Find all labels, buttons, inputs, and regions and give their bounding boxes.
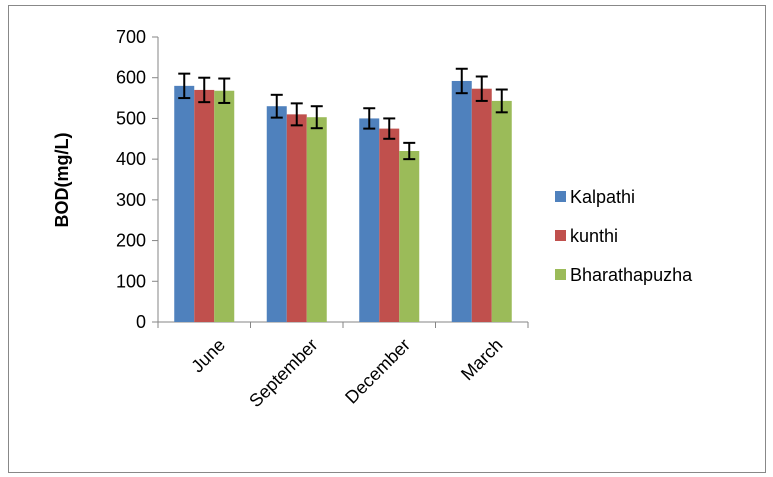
y-tick-label: 400 — [116, 149, 146, 169]
y-tick-label: 100 — [116, 271, 146, 291]
y-axis: 0 100 200 300 400 500 600 700 — [116, 27, 159, 332]
legend-label: Kalpathi — [570, 187, 635, 207]
legend-swatch — [555, 191, 566, 202]
bar — [266, 106, 287, 322]
legend-label: kunthi — [570, 226, 618, 246]
bar — [214, 90, 235, 322]
legend: Kalpathi kunthi Bharathapuzha — [555, 187, 693, 285]
x-tick-label: June — [187, 335, 229, 377]
bars — [174, 80, 512, 323]
bar — [471, 88, 492, 322]
bar — [286, 114, 307, 322]
legend-swatch — [555, 269, 566, 280]
y-axis-title: BOD(mg/L) — [52, 133, 72, 228]
y-tick-label: 0 — [136, 312, 146, 332]
bar — [359, 118, 380, 322]
bar — [379, 128, 400, 322]
bar — [174, 85, 195, 322]
legend-label: Bharathapuzha — [570, 265, 693, 285]
bar — [399, 151, 420, 322]
x-tick-label: September — [245, 335, 321, 411]
bar — [306, 117, 327, 322]
bar — [491, 100, 512, 323]
bar — [194, 89, 215, 322]
x-axis: June September December March — [157, 321, 529, 411]
y-tick-label: 700 — [116, 27, 146, 47]
legend-swatch — [555, 230, 566, 241]
y-tick-label: 600 — [116, 68, 146, 88]
x-tick-label: March — [457, 335, 507, 385]
y-tick-label: 500 — [116, 108, 146, 128]
y-tick-label: 300 — [116, 190, 146, 210]
y-tick-label: 200 — [116, 231, 146, 251]
x-tick-label: December — [341, 335, 414, 408]
bar — [451, 80, 472, 322]
error-bars — [178, 67, 508, 161]
